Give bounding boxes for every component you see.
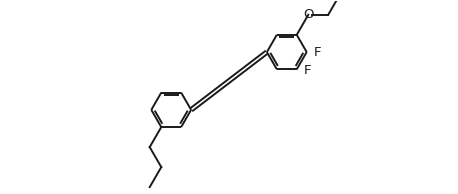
Text: O: O bbox=[303, 8, 314, 21]
Text: F: F bbox=[304, 64, 311, 77]
Text: F: F bbox=[314, 46, 321, 59]
